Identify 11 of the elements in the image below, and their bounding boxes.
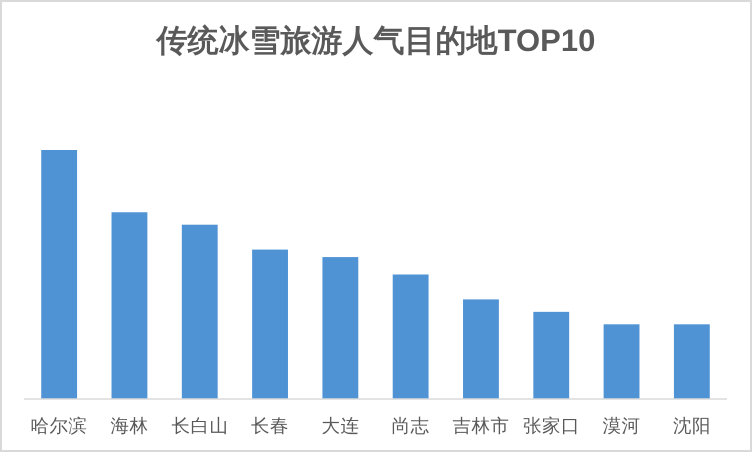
x-tick-label: 海林 [110,415,148,436]
x-tick-label: 长春 [251,415,290,436]
x-tick-label: 张家口 [522,415,580,436]
x-tick-label: 大连 [321,415,360,436]
x-tick-label: 尚志 [392,415,430,436]
x-tick-label: 吉林市 [452,415,510,436]
chart-title: 传统冰雪旅游人气目的地TOP10 [156,23,596,58]
x-tick-label: 漠河 [602,415,641,436]
x-tick-label: 哈尔滨 [30,415,88,436]
x-tick-label: 沈阳 [672,415,711,436]
x-tick-label: 长白山 [171,415,228,436]
